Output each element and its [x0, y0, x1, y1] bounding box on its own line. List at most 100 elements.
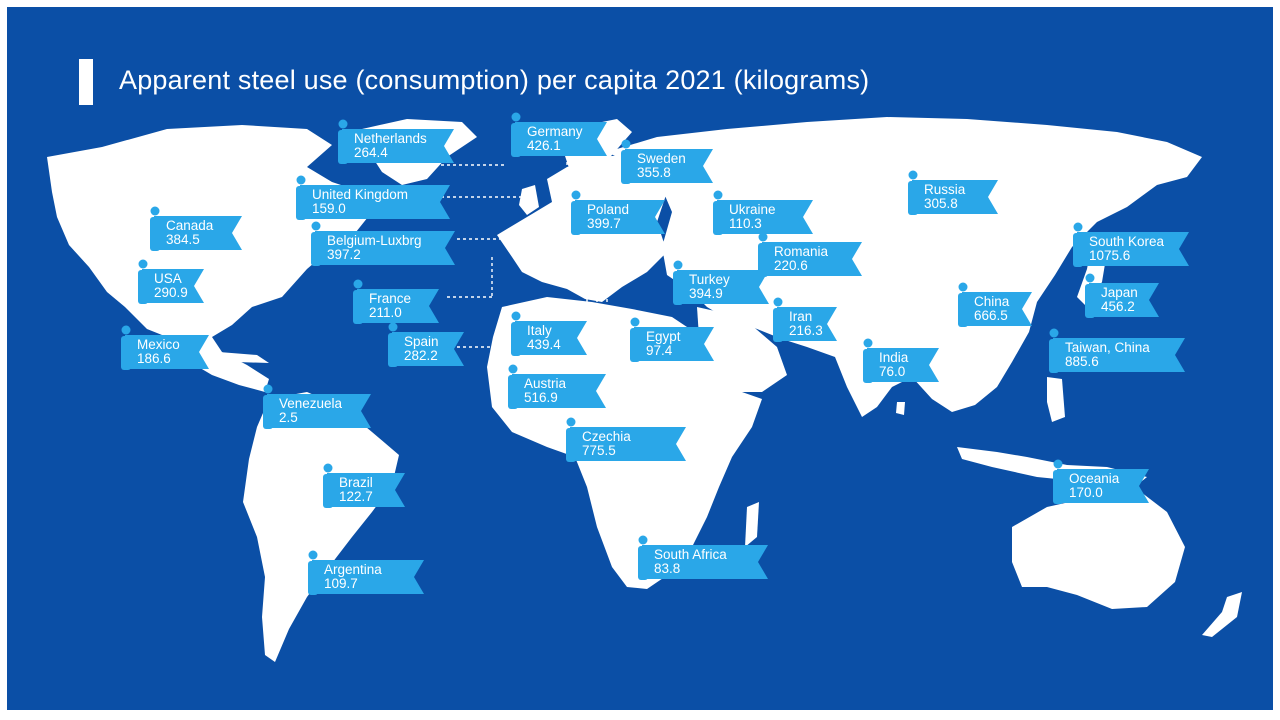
- madagascar: [745, 502, 759, 547]
- person-icon: [263, 384, 273, 429]
- country-value: 384.5: [166, 232, 200, 247]
- person-icon: [388, 322, 398, 367]
- country-value: 220.6: [774, 258, 808, 273]
- philippines: [1047, 377, 1065, 422]
- person-icon: [121, 325, 131, 370]
- country-name: Turkey: [689, 272, 730, 287]
- label-flag-shape: [642, 545, 768, 579]
- country-label-ukraine: Ukraine 110.3: [713, 190, 813, 235]
- country-label-france: France 211.0: [353, 279, 439, 324]
- country-label-south-africa: South Africa 83.8: [638, 535, 768, 580]
- country-label-romania: Romania 220.6: [758, 232, 862, 277]
- label-flag-shape: [912, 180, 998, 214]
- label-flag-shape: [1053, 338, 1185, 372]
- country-label-spain: Spain 282.2: [388, 322, 464, 367]
- country-label-brazil: Brazil 122.7: [323, 463, 405, 508]
- country-value: 211.0: [369, 305, 402, 320]
- label-flag-shape: [342, 129, 454, 163]
- country-value: 122.7: [339, 489, 373, 504]
- country-name: Argentina: [324, 562, 382, 577]
- country-name: Netherlands: [354, 131, 427, 146]
- label-flag-shape: [357, 289, 439, 323]
- label-flag-shape: [267, 394, 371, 428]
- country-value: 397.2: [327, 247, 361, 262]
- person-icon: [566, 417, 576, 462]
- country-name: United Kingdom: [312, 187, 409, 202]
- country-name: Oceania: [1069, 471, 1120, 486]
- person-icon: [138, 259, 148, 304]
- country-label-iran: Iran 216.3: [773, 297, 837, 342]
- country-value: 775.5: [582, 443, 616, 458]
- person-icon: [758, 232, 768, 277]
- person-icon: [508, 364, 518, 409]
- map-frame: Apparent steel use (consumption) per cap…: [7, 7, 1273, 710]
- label-flag-shape: [625, 149, 713, 183]
- country-label-turkey: Turkey 394.9: [673, 260, 769, 305]
- page-title: Apparent steel use (consumption) per cap…: [119, 65, 870, 95]
- country-value: 290.9: [154, 285, 188, 300]
- country-label-sweden: Sweden 355.8: [621, 139, 713, 184]
- country-name: USA: [154, 271, 182, 286]
- label-flag-shape: [867, 348, 939, 382]
- country-name: Venezuela: [279, 396, 343, 411]
- country-name: France: [369, 291, 412, 306]
- label-flag-shape: [717, 200, 813, 234]
- country-name: China: [974, 294, 1010, 309]
- country-value: 516.9: [524, 390, 558, 405]
- country-label-italy: Italy 439.4: [511, 311, 587, 356]
- label-flag-shape: [312, 560, 424, 594]
- country-name: Belgium-Luxbrg: [327, 233, 422, 248]
- country-value: 83.8: [654, 561, 681, 576]
- country-label-poland: Poland 399.7: [571, 190, 665, 235]
- label-flag-shape: [515, 321, 587, 355]
- country-name: Italy: [527, 323, 552, 338]
- country-label-united-kingdom: United Kingdom 159.0: [296, 175, 450, 220]
- country-name: Romania: [774, 244, 829, 259]
- south-america: [243, 392, 399, 662]
- new-zealand: [1202, 592, 1242, 637]
- country-name: South Korea: [1089, 234, 1165, 249]
- country-name: Japan: [1101, 285, 1138, 300]
- country-value: 216.3: [789, 323, 823, 338]
- country-value: 394.9: [689, 286, 723, 301]
- country-label-canada: Canada 384.5: [150, 206, 242, 251]
- country-value: 264.4: [354, 145, 388, 160]
- sri-lanka: [896, 402, 905, 415]
- person-icon: [638, 535, 648, 580]
- country-value: 426.1: [527, 138, 561, 153]
- country-label-netherlands: Netherlands 264.4: [338, 119, 454, 164]
- country-label-china: China 666.5: [958, 282, 1032, 327]
- country-value: 399.7: [587, 216, 621, 231]
- label-flag-shape: [962, 292, 1032, 326]
- person-icon: [511, 112, 521, 157]
- person-icon: [863, 338, 873, 383]
- person-icon: [630, 317, 640, 362]
- label-flag-shape: [634, 327, 714, 361]
- country-name: Brazil: [339, 475, 373, 490]
- person-icon: [323, 463, 333, 508]
- person-icon: [338, 119, 348, 164]
- country-value: 159.0: [312, 201, 346, 216]
- label-flag-shape: [154, 216, 242, 250]
- label-flag-shape: [677, 270, 769, 304]
- country-name: Taiwan, China: [1065, 340, 1150, 355]
- country-label-japan: Japan 456.2: [1085, 273, 1159, 318]
- person-icon: [150, 206, 160, 251]
- person-icon: [296, 175, 306, 220]
- australia: [1012, 489, 1185, 609]
- country-label-venezuela: Venezuela 2.5: [263, 384, 371, 429]
- country-name: Sweden: [637, 151, 686, 166]
- country-value: 355.8: [637, 165, 671, 180]
- label-flag-shape: [570, 427, 686, 461]
- country-value: 186.6: [137, 351, 171, 366]
- person-icon: [311, 221, 321, 266]
- title-accent-bar: [79, 59, 93, 105]
- person-icon: [353, 279, 363, 324]
- country-name: Russia: [924, 182, 966, 197]
- person-icon: [958, 282, 968, 327]
- country-label-oceania: Oceania 170.0: [1053, 459, 1149, 504]
- country-label-usa: USA 290.9: [138, 259, 204, 304]
- person-icon: [511, 311, 521, 356]
- country-label-india: India 76.0: [863, 338, 939, 383]
- country-value: 439.4: [527, 337, 561, 352]
